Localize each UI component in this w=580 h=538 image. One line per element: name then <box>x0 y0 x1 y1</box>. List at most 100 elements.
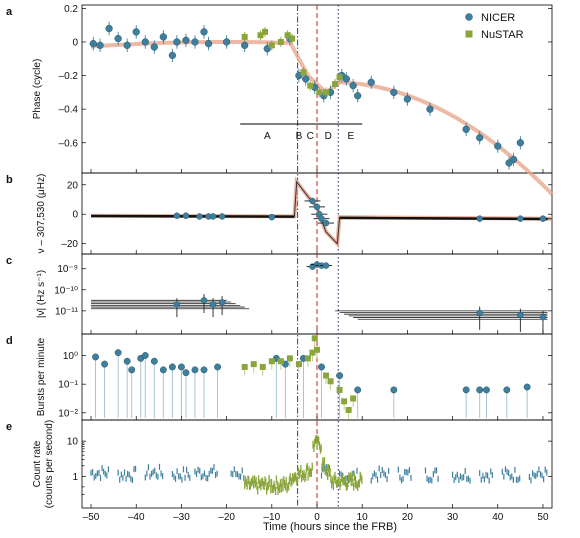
burst-rate-point-nustar <box>314 346 320 353</box>
legend-marker-nustar <box>465 30 473 38</box>
y-tick-label: 1 <box>72 472 78 483</box>
burst-rate-point-nicer <box>92 353 100 361</box>
burst-rate-point-nicer <box>150 357 158 365</box>
phase-point-nicer <box>403 95 412 103</box>
burst-rate-point-nicer <box>182 369 190 377</box>
phase-point-nicer <box>342 75 351 83</box>
frequency-point-frb <box>313 203 321 211</box>
frequency-point-nicer <box>539 215 547 222</box>
segment-label-B: B <box>296 131 303 142</box>
panel-letter-d: d <box>6 335 13 347</box>
spin-down-point <box>218 299 226 306</box>
burst-rate-point-nustar <box>309 349 316 356</box>
burst-rate-point-nicer <box>503 386 511 394</box>
x-tick-label: 50 <box>537 512 549 523</box>
x-tick-label: –20 <box>218 512 235 523</box>
burst-rate-point-nustar <box>277 358 284 365</box>
phase-point-nicer <box>509 155 518 164</box>
x-tick-label: 40 <box>492 512 504 523</box>
x-tick-label: 30 <box>447 512 459 523</box>
frequency-point-nicer <box>182 212 190 219</box>
y-tick-label: 20 <box>67 180 79 191</box>
burst-rate-point-nicer <box>141 352 149 359</box>
frequency-hbar-left <box>91 214 295 218</box>
burst-rate-point-nicer <box>483 386 490 394</box>
spin-down-point <box>173 301 181 308</box>
y-axis-label-d: Bursts per minute <box>36 337 47 416</box>
y-tick-label: –0.4 <box>59 105 79 116</box>
phase-point-nicer <box>462 125 470 133</box>
spin-down-point <box>517 311 524 319</box>
phase-point-nicer <box>141 38 149 46</box>
burst-rate-point-nicer <box>200 366 208 374</box>
phase-point-nicer <box>132 28 140 36</box>
frequency-point-nicer <box>476 215 483 222</box>
y-axis-label-b: ν – 307,530 (μHz) <box>36 174 47 254</box>
y-tick-label: 10⁰ <box>63 351 78 362</box>
burst-rate-point-nustar <box>259 363 266 370</box>
frequency-point-nicer <box>173 212 181 219</box>
frequency-point-frb <box>309 197 316 205</box>
panel-letter-b: b <box>6 174 13 186</box>
burst-rate-point-nicer <box>101 360 109 368</box>
phase-point-nicer <box>123 41 131 49</box>
burst-rate-point-nicer <box>336 372 344 380</box>
burst-rate-point-nustar <box>327 378 334 385</box>
burst-rate-point-nustar <box>241 363 248 370</box>
burst-rate-point-nicer <box>318 363 325 371</box>
y-tick-label: 10⁻⁹ <box>57 264 78 275</box>
burst-rate-point-nustar <box>341 398 348 405</box>
y-tick-label: –0.6 <box>59 138 79 149</box>
y-tick-label: –0.2 <box>59 71 79 82</box>
frequency-point-frb <box>322 219 330 227</box>
phase-point-nicer <box>150 43 158 51</box>
phase-point-nicer <box>173 38 181 46</box>
spin-down-point <box>476 309 483 317</box>
y-tick-label: –20 <box>61 239 78 250</box>
burst-rate-point-nicer <box>191 366 199 374</box>
phase-point-nicer <box>105 24 113 33</box>
frequency-point-frb <box>318 215 325 222</box>
panel-letter-c: c <box>6 255 12 267</box>
y-tick-label: 0 <box>72 37 78 48</box>
phase-point-nustar <box>284 32 291 39</box>
x-tick-label: –40 <box>128 512 145 523</box>
phase-point-nicer <box>200 28 208 36</box>
phase-point-nustar <box>323 89 330 96</box>
y-tick-label: 10⁻¹ <box>58 380 78 391</box>
spin-down-point-frb <box>322 262 330 269</box>
legend-label-nustar: NuSTAR <box>481 29 524 41</box>
phase-point-nustar <box>262 28 269 35</box>
frequency-point-nicer <box>209 213 217 220</box>
burst-rate-point-nicer <box>462 386 470 394</box>
burst-rate-point-nicer <box>390 386 398 394</box>
x-tick-label: –10 <box>263 512 280 523</box>
phase-point-nustar <box>289 35 296 42</box>
legend: NICER NuSTAR <box>465 12 524 41</box>
phase-point-nustar <box>307 82 314 89</box>
phase-point-nicer <box>114 34 122 43</box>
y-tick-label: 10 <box>67 437 79 448</box>
y-tick-label: 10⁻¹¹ <box>55 306 79 317</box>
phase-point-nustar <box>300 69 307 76</box>
burst-rate-point-nicer <box>354 386 362 394</box>
frequency-model-line <box>90 180 553 245</box>
phase-point-nicer <box>241 41 249 49</box>
phase-point-nicer <box>476 134 484 142</box>
burst-rate-point-nicer <box>177 363 185 371</box>
y-axis-label-a: Phase (cycle) <box>32 59 43 120</box>
phase-point-nustar <box>336 74 343 81</box>
burst-rate-point-nustar <box>304 355 311 362</box>
phase-point-nustar <box>241 33 248 40</box>
y-axis-label-e: Count rate <box>32 440 43 487</box>
burst-rate-point-nustar <box>286 355 293 362</box>
phase-point-nicer <box>354 92 362 100</box>
phase-point-nicer <box>494 142 502 150</box>
burst-rate-point-nustar <box>295 361 302 368</box>
burst-rate-point-nicer <box>168 363 176 371</box>
burst-rate-point-nustar <box>350 395 357 402</box>
y-tick-label: 0 <box>72 210 78 221</box>
burst-rate-point-nicer <box>123 357 131 365</box>
phase-point-nicer <box>390 88 398 97</box>
burst-rate-point-nicer <box>159 366 167 374</box>
